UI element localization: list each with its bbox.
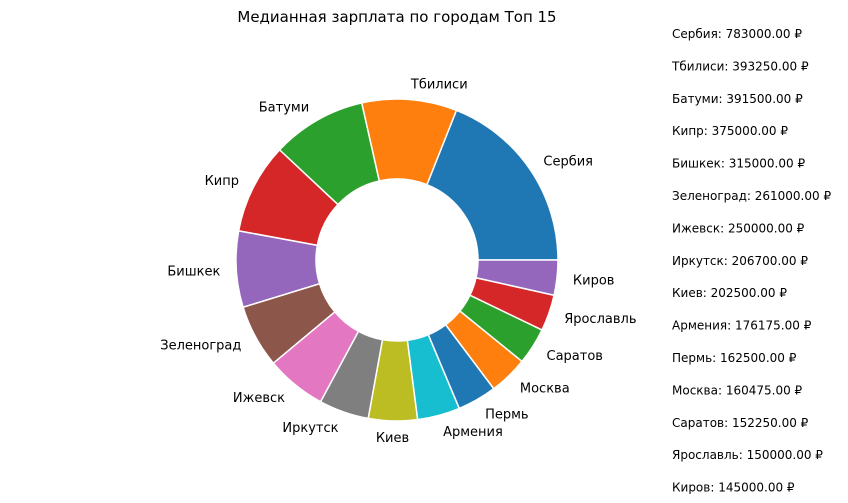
legend-item-12: Саратов: 152250.00 ₽ xyxy=(672,416,809,430)
slice-label-14: Киров xyxy=(573,274,615,289)
slice-label-2: Батуми xyxy=(259,100,309,115)
legend-item-9: Армения: 176175.00 ₽ xyxy=(672,319,812,333)
legend-item-8: Киев: 202500.00 ₽ xyxy=(672,286,787,300)
legend: Сербия: 783000.00 ₽ Тбилиси: 393250.00 ₽ Б… xyxy=(671,27,831,495)
slice-label-1: Тбилиси xyxy=(410,78,468,93)
legend-item-4: Бишкек: 315000.00 ₽ xyxy=(672,157,805,171)
slice-label-7: Иркутск xyxy=(282,421,338,436)
legend-item-7: Иркутск: 206700.00 ₽ xyxy=(672,254,808,268)
slice-label-12: Саратов xyxy=(547,349,603,364)
slice-label-3: Кипр xyxy=(205,174,239,189)
legend-item-10: Пермь: 162500.00 ₽ xyxy=(672,351,797,365)
slice-label-10: Пермь xyxy=(485,408,528,423)
slices-group xyxy=(235,98,559,422)
slice-label-6: Ижевск xyxy=(233,391,285,406)
slice-14 xyxy=(475,259,559,297)
legend-item-3: Кипр: 375000.00 ₽ xyxy=(672,124,788,138)
slice-label-0: Сербия xyxy=(543,155,593,170)
legend-item-11: Москва: 160475.00 ₽ xyxy=(672,383,803,397)
slice-labels-group: Сербия Тбилиси Батуми Кипр Бишкек Зеленоград И… xyxy=(160,78,636,446)
legend-item-13: Ярославль: 150000.00 ₽ xyxy=(672,448,823,462)
slice-0 xyxy=(425,109,559,261)
slice-label-11: Москва xyxy=(520,381,570,396)
slice-label-4: Бишкек xyxy=(167,264,220,279)
legend-item-1: Тбилиси: 393250.00 ₽ xyxy=(671,59,809,73)
legend-item-14: Киров: 145000.00 ₽ xyxy=(672,481,795,495)
slice-label-5: Зеленоград xyxy=(160,338,241,353)
slice-label-9: Армения xyxy=(443,425,503,440)
slice-label-13: Ярославль xyxy=(564,312,636,327)
legend-item-0: Сербия: 783000.00 ₽ xyxy=(672,27,802,41)
legend-item-5: Зеленоград: 261000.00 ₽ xyxy=(672,189,831,203)
slice-label-8: Киев xyxy=(376,431,409,446)
legend-item-2: Батуми: 391500.00 ₽ xyxy=(672,92,803,106)
legend-item-6: Ижевск: 250000.00 ₽ xyxy=(672,221,805,235)
chart-title: Медианная зарплата по городам Топ 15 xyxy=(237,8,556,26)
